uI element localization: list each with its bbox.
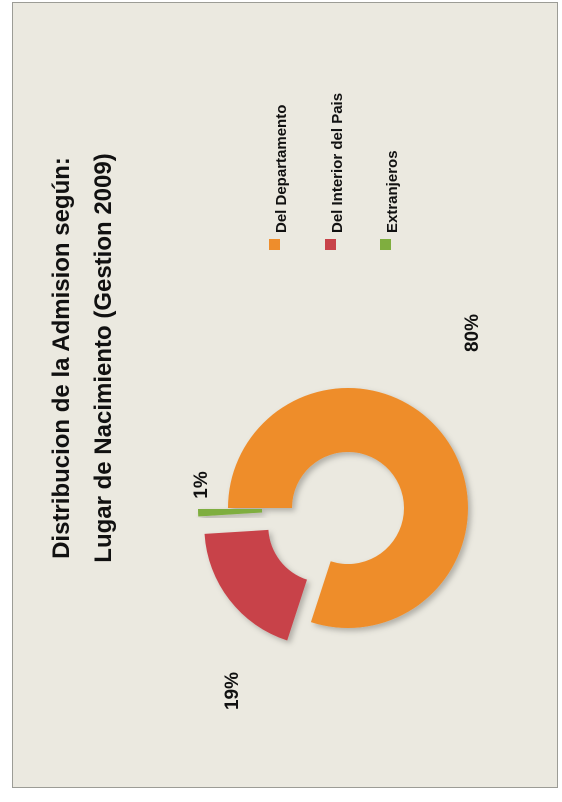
- slice-extranjeros: [198, 508, 263, 517]
- legend-label-del-interior-del-pais: Del Interior del Pais: [329, 93, 346, 233]
- doughnut-chart: Distribucion de la Admision según: Lugar…: [48, 93, 483, 710]
- legend-swatch-del-interior-del-pais: [325, 239, 336, 250]
- legend-swatch-del-departamento: [269, 239, 280, 250]
- legend-label-del-departamento: Del Departamento: [273, 105, 290, 233]
- slice-del-interior-del-pais: [204, 529, 307, 641]
- slice-del-departamento: [228, 388, 469, 629]
- legend-swatch-extranjeros: [380, 239, 391, 250]
- legend-label-extranjeros: Extranjeros: [384, 150, 401, 233]
- chart-title-line-1: Distribucion de la Admision según:: [48, 157, 75, 559]
- data-label-del-departamento: 80%: [462, 314, 483, 352]
- data-label-del-interior-del-pais: 19%: [222, 672, 243, 710]
- legend: Del Departamento Del Interior del Pais E…: [269, 93, 401, 250]
- data-label-extranjeros: 1%: [191, 471, 212, 499]
- chart-title-line-2: Lugar de Nacimiento (Gestion 2009): [90, 153, 117, 562]
- slices-group: [198, 388, 469, 641]
- chart-frame: Distribucion de la Admision según: Lugar…: [12, 2, 558, 788]
